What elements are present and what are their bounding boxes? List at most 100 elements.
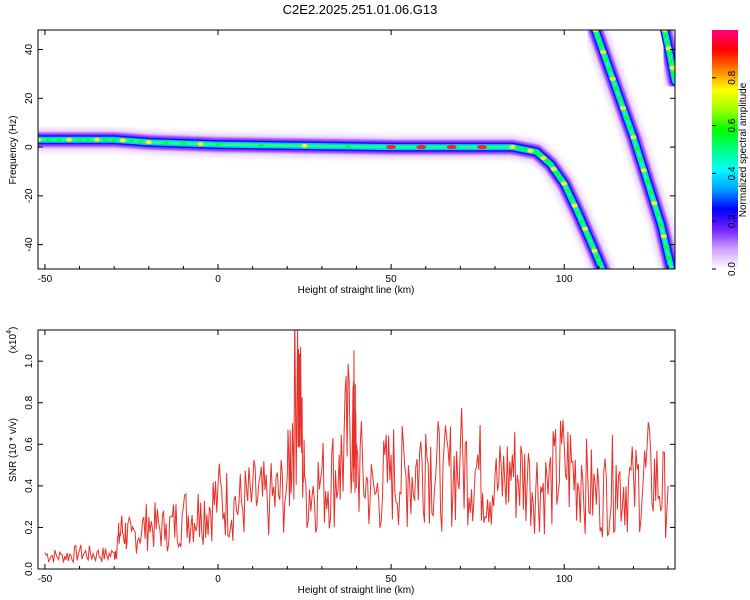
- spectrogram-hotspot: [536, 152, 543, 157]
- snr-xtick-label: 0: [215, 574, 221, 585]
- figure-title: C2E2.2025.251.01.06.G13: [283, 2, 438, 17]
- snr-xtick-label: -50: [38, 574, 53, 585]
- spectrogram-hotspot: [509, 145, 516, 150]
- spectrogram-ytick-label: 40: [24, 44, 35, 56]
- spectrogram-hotspot: [623, 115, 630, 120]
- snr-unit-label: (x10: [8, 333, 19, 353]
- spectrogram-hotspot: [602, 57, 609, 62]
- colorbar-label: Normalized spectral amplitude: [738, 82, 749, 217]
- spectrogram-panel: -50 0 50 100 -40 -20 0 20 40 Height of straight …: [8, 29, 676, 296]
- spectrogram-hotspot: [654, 212, 661, 217]
- snr-ytick-label: 0.2: [24, 520, 35, 534]
- snr-xtick-label: 100: [556, 574, 573, 585]
- spectrogram-xtick-label: 50: [386, 274, 398, 285]
- spectrogram-hotspot: [55, 137, 62, 142]
- colorbar-gradient: [712, 30, 738, 269]
- spectrogram-hotspot: [585, 234, 592, 239]
- spectrogram-hotspot: [76, 137, 83, 142]
- colorbar-tick-label: 0.0: [727, 262, 738, 276]
- spectrogram-hotspot: [137, 139, 144, 144]
- snr-panel: -50 0 50 100 0.0 0.2 0.4 0.6 0.8 1.0 Height of st…: [6, 327, 676, 596]
- spectrogram-hotspot: [568, 196, 575, 201]
- spectrogram-ylabel: Frequency (Hz): [8, 116, 19, 185]
- spectrogram-hotspot: [540, 156, 547, 161]
- spectrogram-hotspot: [564, 188, 571, 193]
- snr-ytick-label: 0.4: [24, 478, 35, 492]
- spectrogram-hotspot: [145, 140, 152, 145]
- colorbar-tick-label: 0.2: [727, 214, 738, 228]
- snr-xlabel: Height of straight line (km): [298, 585, 415, 596]
- spectrogram-hotspot: [554, 171, 561, 176]
- spectrogram-hotspot: [119, 138, 126, 143]
- spectrogram-hotspot: [215, 142, 222, 147]
- spectrogram-hotspot: [640, 168, 647, 173]
- spectrogram-ytick-label: 0: [24, 144, 35, 150]
- spectrogram-hotspot: [588, 242, 595, 247]
- spectrogram-hotspot: [670, 72, 675, 77]
- spectrogram-hotspot: [446, 145, 457, 150]
- spectrogram-hotspot: [85, 137, 92, 142]
- snr-xtick-label: 50: [386, 574, 398, 585]
- spectrogram-hotspot: [630, 135, 637, 140]
- spectrogram-hotspot: [594, 254, 601, 259]
- spectrogram-hotspot: [609, 76, 616, 81]
- snr-ytick-label: 0.6: [24, 437, 35, 451]
- spectrogram-hotspot: [575, 210, 582, 215]
- spectrogram-hotspot: [616, 96, 623, 101]
- spectrogram-hotspot: [613, 86, 620, 91]
- spectrogram-hotspot: [93, 137, 100, 142]
- spectrogram-xtick-label: -50: [38, 274, 53, 285]
- spectrogram-hotspot: [557, 176, 564, 181]
- spectrogram-hotspot: [597, 42, 604, 47]
- spectrogram-hotspot: [578, 218, 585, 223]
- snr-series-line: [44, 330, 669, 564]
- spectrogram-xtick-label: 100: [556, 274, 573, 285]
- spectrogram-hotspot: [633, 146, 640, 151]
- spectrogram-hotspot: [344, 144, 351, 149]
- spectrogram-hotspot: [111, 137, 118, 142]
- spectrogram-hotspot: [651, 201, 658, 206]
- spectrogram-hotspot: [644, 179, 651, 184]
- spectrogram-hotspot: [515, 146, 522, 151]
- spectrogram-hotspot: [591, 248, 598, 253]
- spectrogram-hotspot: [476, 145, 487, 150]
- spectrogram-xlabel: Height of straight line (km): [298, 285, 415, 296]
- svg-text:(x104): (x104): [6, 327, 19, 354]
- spectrogram-hotspot: [660, 234, 667, 239]
- snr-ytick-label: 0.8: [24, 395, 35, 409]
- spectrogram-hotspot: [663, 245, 670, 250]
- spectrogram-hotspot: [669, 65, 675, 70]
- snr-ytick-label: 0.0: [24, 562, 35, 576]
- spectrogram-hotspot: [163, 140, 170, 145]
- spectrogram-hotspot: [600, 49, 607, 54]
- spectrogram-hotspot: [527, 148, 534, 153]
- spectrogram-ytick-label: -40: [24, 237, 35, 252]
- spectrogram-hotspot: [606, 67, 613, 72]
- spectrogram-hotspot: [38, 137, 41, 142]
- snr-ytick-label: 1.0: [24, 354, 35, 368]
- spectrogram-hotspot: [416, 145, 427, 150]
- spectrogram-hotspot: [647, 190, 654, 195]
- spectrogram-hotspot: [543, 159, 550, 164]
- colorbar: 0.0 0.2 0.4 0.6 0.8 Normalized spectral ampl…: [712, 30, 749, 276]
- spectrogram-hotspot: [533, 149, 540, 154]
- spectrogram-hotspot: [301, 143, 308, 148]
- spectrogram-hotspot: [550, 167, 557, 172]
- colorbar-tick-label: 0.8: [727, 70, 738, 84]
- spectrogram-hotspot: [664, 40, 671, 45]
- spectrogram-hotspot: [197, 142, 204, 147]
- snr-unit-exponent: 4: [6, 330, 13, 334]
- spectrogram-hotspot: [561, 181, 568, 186]
- spectrogram-hotspot: [596, 260, 603, 265]
- spectrogram-hotspot: [594, 35, 601, 40]
- spectrogram-xtick-label: 0: [215, 274, 221, 285]
- spectrogram-hotspot: [620, 106, 627, 111]
- spectrogram-hotspot: [637, 157, 644, 162]
- spectrogram-hotspot: [662, 34, 669, 39]
- snr-ylabel: SNR (10 * v/v): [8, 418, 19, 482]
- spectrogram-hotspot: [258, 143, 265, 148]
- spectrogram-hotspot: [386, 145, 397, 150]
- spectrogram-hotspot: [66, 137, 73, 142]
- spectrogram-hotspot: [45, 137, 52, 142]
